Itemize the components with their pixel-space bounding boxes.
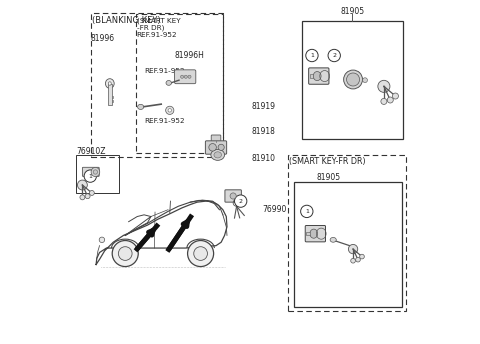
Circle shape [387, 97, 393, 103]
Circle shape [393, 93, 398, 99]
Bar [76, 155, 119, 193]
Ellipse shape [211, 149, 225, 160]
Circle shape [188, 240, 214, 267]
Ellipse shape [313, 72, 321, 80]
Bar [306, 232, 310, 235]
FancyBboxPatch shape [225, 190, 241, 202]
Text: 76990: 76990 [262, 205, 287, 214]
Ellipse shape [218, 144, 224, 150]
Text: REF.91-952: REF.91-952 [144, 118, 185, 124]
Text: 81996: 81996 [91, 34, 115, 43]
Circle shape [378, 80, 390, 93]
Circle shape [194, 247, 207, 260]
Text: 1: 1 [305, 209, 309, 214]
Ellipse shape [138, 104, 144, 109]
Ellipse shape [214, 152, 221, 158]
Circle shape [89, 191, 94, 195]
Text: 81905: 81905 [340, 7, 364, 16]
Ellipse shape [106, 79, 114, 88]
Bar [294, 182, 402, 307]
Circle shape [80, 195, 85, 200]
Circle shape [85, 194, 90, 199]
Text: (SMART KEY
-FR DR)
REF.91-952: (SMART KEY -FR DR) REF.91-952 [136, 17, 180, 38]
Text: 81905: 81905 [316, 173, 340, 182]
Text: 81918: 81918 [252, 127, 275, 136]
Bar [111, 96, 113, 98]
Ellipse shape [108, 82, 111, 85]
Text: 2: 2 [332, 53, 336, 58]
Text: 81996H: 81996H [175, 51, 205, 60]
Bar [108, 84, 111, 105]
Circle shape [328, 49, 340, 62]
Circle shape [356, 257, 360, 262]
Bar [288, 155, 406, 311]
Circle shape [188, 75, 191, 78]
Ellipse shape [344, 70, 362, 89]
Text: REF.91-952: REF.91-952 [144, 68, 185, 74]
Circle shape [112, 240, 138, 267]
Ellipse shape [310, 229, 318, 238]
Ellipse shape [166, 80, 171, 85]
Bar [91, 13, 223, 157]
Circle shape [351, 258, 355, 263]
Bar [135, 14, 223, 153]
Text: 81910: 81910 [252, 154, 276, 163]
Circle shape [363, 78, 368, 83]
Circle shape [166, 106, 174, 115]
FancyBboxPatch shape [83, 167, 99, 176]
Ellipse shape [93, 170, 97, 174]
Ellipse shape [209, 143, 216, 151]
Circle shape [235, 195, 247, 207]
Bar [301, 21, 403, 139]
Text: 1: 1 [88, 174, 92, 179]
Circle shape [306, 49, 318, 62]
Text: (SMART KEY-FR DR): (SMART KEY-FR DR) [289, 157, 366, 166]
Circle shape [168, 109, 171, 112]
Circle shape [184, 75, 187, 78]
Circle shape [99, 237, 105, 243]
Circle shape [300, 205, 313, 217]
Ellipse shape [230, 193, 236, 199]
Circle shape [360, 254, 364, 259]
Circle shape [348, 245, 358, 254]
Ellipse shape [91, 168, 100, 176]
Text: 1: 1 [310, 53, 314, 58]
FancyBboxPatch shape [305, 225, 325, 242]
Circle shape [119, 247, 132, 260]
Circle shape [381, 98, 387, 105]
FancyBboxPatch shape [175, 70, 196, 84]
FancyBboxPatch shape [309, 68, 329, 84]
Text: 76910Z: 76910Z [76, 147, 106, 156]
FancyBboxPatch shape [211, 135, 221, 142]
Bar [111, 100, 113, 102]
Circle shape [77, 180, 87, 190]
Bar [310, 74, 313, 78]
Circle shape [180, 75, 184, 78]
Text: 2: 2 [239, 198, 243, 204]
Circle shape [84, 170, 96, 182]
Text: (BLANKING KEY): (BLANKING KEY) [92, 16, 161, 25]
FancyBboxPatch shape [205, 141, 227, 154]
Text: 81919: 81919 [252, 103, 276, 111]
Ellipse shape [347, 73, 360, 86]
Ellipse shape [330, 237, 336, 242]
